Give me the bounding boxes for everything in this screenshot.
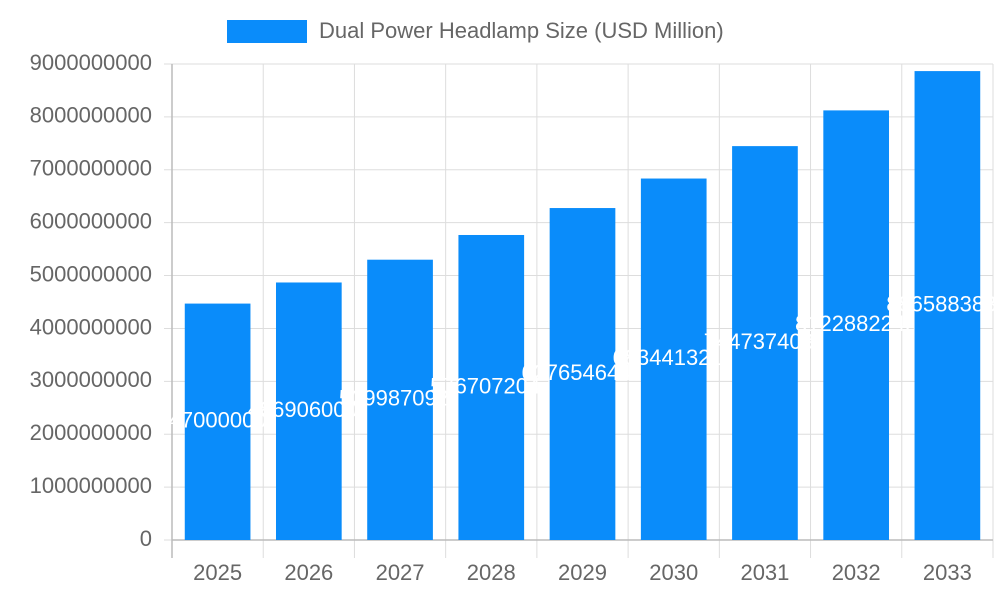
bar xyxy=(823,110,890,541)
bar xyxy=(184,303,251,540)
y-tick-label: 6000000000 xyxy=(30,208,152,233)
x-tick-label: 2032 xyxy=(832,560,881,585)
bar xyxy=(914,71,981,540)
data-label: 5299870920 xyxy=(339,386,461,411)
data-label: 8865883880 xyxy=(886,291,1000,316)
y-tick-label: 2000000000 xyxy=(30,420,152,445)
legend-label: Dual Power Headlamp Size (USD Million) xyxy=(319,18,724,43)
x-tick-label: 2033 xyxy=(923,560,972,585)
bar xyxy=(367,259,433,540)
bar xyxy=(275,282,342,540)
x-tick-label: 2026 xyxy=(284,560,333,585)
y-tick-label: 3000000000 xyxy=(30,367,152,392)
y-tick-label: 8000000000 xyxy=(30,103,152,128)
y-tick-label: 5000000000 xyxy=(30,261,152,286)
bar xyxy=(549,208,616,540)
x-tick-label: 2030 xyxy=(649,560,698,585)
legend-swatch xyxy=(227,20,307,43)
x-tick-label: 2029 xyxy=(558,560,607,585)
y-tick-label: 7000000000 xyxy=(30,156,152,181)
y-tick-label: 9000000000 xyxy=(30,50,152,75)
y-tick-label: 0 xyxy=(140,526,152,551)
data-label: 4470000000 xyxy=(156,408,278,433)
bar xyxy=(732,146,798,540)
y-tick-label: 1000000000 xyxy=(30,473,152,498)
bar xyxy=(458,234,525,540)
data-label: 6276546447 xyxy=(521,360,643,385)
x-tick-label: 2028 xyxy=(467,560,516,585)
x-tick-label: 2027 xyxy=(376,560,425,585)
x-tick-label: 2025 xyxy=(193,560,242,585)
x-tick-label: 2031 xyxy=(740,560,789,585)
y-tick-label: 4000000000 xyxy=(30,314,152,339)
data-label: 5767072047 xyxy=(430,373,552,398)
data-label: 8122882248 xyxy=(795,311,917,336)
data-label: 7447374031 xyxy=(704,329,826,354)
data-label: 6834413215 xyxy=(613,345,735,370)
bar xyxy=(640,178,707,541)
data-label: 4869060000 xyxy=(248,397,370,422)
